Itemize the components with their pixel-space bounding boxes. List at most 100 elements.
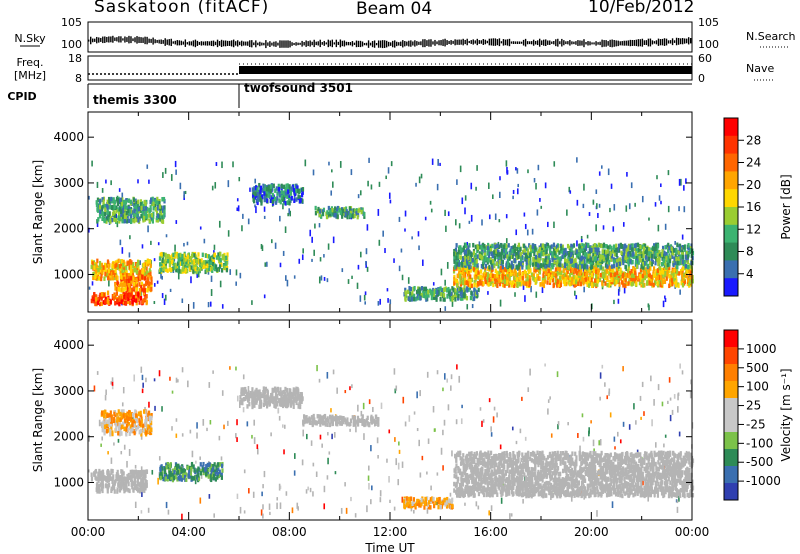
power-speck <box>175 169 177 175</box>
nsky-mark <box>617 40 619 47</box>
velocity-speck <box>349 422 352 427</box>
power-cell <box>114 301 117 306</box>
power-cell <box>548 259 551 265</box>
nsky-mark <box>289 40 291 48</box>
nsky-mark <box>359 40 362 48</box>
power-cell <box>570 258 573 263</box>
power-cell <box>212 259 215 265</box>
velocity-speck <box>140 366 143 373</box>
power-cell <box>627 246 630 252</box>
power-cell <box>118 301 121 307</box>
power-cell <box>456 290 459 296</box>
power-cell <box>545 264 548 269</box>
nsky-mark <box>480 40 482 44</box>
power-cell <box>590 277 593 282</box>
power-speck <box>387 167 390 174</box>
power-cell <box>559 273 562 278</box>
power-cell <box>668 274 671 279</box>
power-cell <box>534 261 538 267</box>
power-cell <box>681 245 684 250</box>
power-cell <box>504 267 508 273</box>
power-speck <box>466 241 469 246</box>
power-speck <box>328 161 330 166</box>
power-cell <box>459 262 462 267</box>
power-cell <box>581 243 584 248</box>
power-speck <box>634 202 636 207</box>
power-cell <box>454 260 457 266</box>
power-cell <box>553 259 556 265</box>
velocity-speck <box>128 448 131 456</box>
power-cell <box>98 276 101 281</box>
power-speck <box>177 272 180 280</box>
power-cell <box>409 295 412 300</box>
power-speck <box>658 195 661 201</box>
nsky-mark <box>319 39 321 48</box>
power-cell <box>558 256 561 262</box>
power-cell <box>178 268 181 274</box>
power-cell <box>627 268 630 273</box>
velocity-speck <box>593 448 595 454</box>
nsky-mark <box>255 40 257 48</box>
power-cell <box>513 268 517 273</box>
power-speck <box>389 299 392 305</box>
power-cell <box>470 290 473 295</box>
power-cell <box>582 250 585 256</box>
velocity-speck <box>283 449 285 455</box>
power-cell <box>650 261 654 267</box>
power-cell <box>212 254 215 260</box>
power-cell <box>494 244 497 249</box>
power-cell <box>125 282 129 288</box>
power-cell <box>146 261 150 267</box>
power-cell <box>159 262 162 267</box>
nsky-mark <box>236 40 239 47</box>
power-cell <box>209 256 212 262</box>
power-speck <box>422 259 424 266</box>
power-cell <box>447 286 450 292</box>
power-cell <box>321 211 325 217</box>
power-cell <box>106 205 109 210</box>
power-cell <box>671 269 674 274</box>
power-cell <box>182 266 186 272</box>
power-cell <box>122 211 125 217</box>
power-cell <box>456 251 459 257</box>
power-speck <box>192 302 195 309</box>
velocity-speck <box>206 427 208 432</box>
power-cell <box>473 293 476 299</box>
nsky-mark <box>329 40 331 47</box>
power-cell <box>145 214 148 219</box>
power-cell <box>513 258 516 264</box>
power-cell <box>133 276 136 282</box>
power-speck <box>263 206 266 212</box>
nsky-mark <box>170 38 172 47</box>
power-cell <box>561 263 564 268</box>
power-cell <box>561 274 564 280</box>
nsky-mark <box>456 39 458 45</box>
power-cell <box>591 283 594 288</box>
power-cell <box>504 253 507 258</box>
nsky-mark <box>180 40 183 46</box>
power-cell <box>513 283 516 288</box>
power-cell <box>556 282 559 287</box>
power-cell <box>295 197 298 202</box>
velocity-speck <box>253 419 256 426</box>
power-cell <box>120 274 123 280</box>
nsky-mark <box>269 41 271 47</box>
power-cell <box>595 274 598 280</box>
power-cell <box>532 256 535 262</box>
power-cell <box>652 246 655 251</box>
velocity-speck <box>490 426 492 432</box>
power-cell <box>668 258 672 264</box>
nsky-mark <box>506 39 509 46</box>
nsky-mark <box>541 40 543 45</box>
power-cell <box>203 260 206 265</box>
power-cell <box>126 261 129 267</box>
power-cell <box>668 262 671 267</box>
power-speck <box>207 302 210 308</box>
power-cell <box>145 294 148 299</box>
power-cell <box>578 252 581 258</box>
power-speck <box>681 234 684 240</box>
power-speck <box>609 207 611 213</box>
power-speck <box>499 299 502 307</box>
power-cell <box>352 208 355 213</box>
power-cell <box>675 269 679 274</box>
